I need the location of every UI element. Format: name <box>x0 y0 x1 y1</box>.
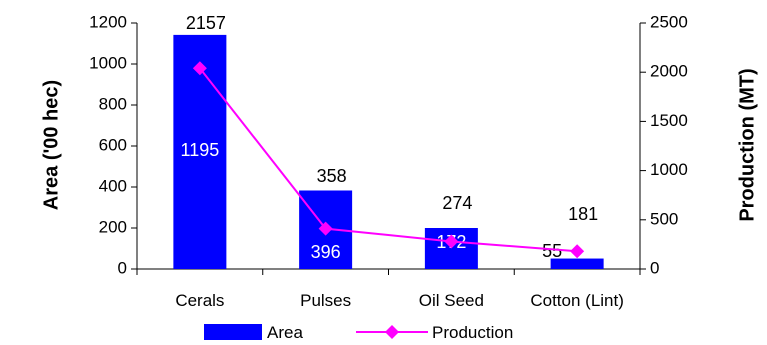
y-tick-label: 600 <box>99 135 127 154</box>
production-data-label: 2157 <box>186 13 226 33</box>
y2-tick-label: 500 <box>650 209 678 228</box>
x-tick-label: Cotton (Lint) <box>530 291 624 310</box>
y-tick-label: 1200 <box>89 12 127 31</box>
production-data-label: 358 <box>317 166 347 186</box>
legend-area-label: Area <box>267 323 303 342</box>
production-point-1 <box>192 61 207 76</box>
y2-tick-label: 1000 <box>650 160 688 179</box>
y2-tick-label: 0 <box>650 258 659 277</box>
production-data-label: 181 <box>568 204 598 224</box>
y2-tick-label: 1500 <box>650 111 688 130</box>
y-tick-label: 200 <box>99 217 127 236</box>
production-line <box>199 67 578 253</box>
area-data-label: 1195 <box>181 140 220 160</box>
y-tick-label: 400 <box>99 176 127 195</box>
legend-area-swatch <box>204 324 262 340</box>
x-tick-label: Pulses <box>300 291 351 310</box>
production-point-4 <box>570 244 585 259</box>
y-tick-label: 800 <box>99 94 127 113</box>
y2-tick-label: 2000 <box>650 62 688 81</box>
production-data-label: 274 <box>442 193 472 213</box>
y2-tick-label: 2500 <box>650 12 688 31</box>
legend: Area Production <box>204 323 513 342</box>
area-data-label: 396 <box>311 242 341 262</box>
x-tick-label: Cerals <box>175 291 224 310</box>
production-point-3 <box>444 234 459 249</box>
plot-area: 0 200 400 600 800 1000 1200 0 500 1000 1500 2000 250… <box>89 12 688 310</box>
legend-production-label: Production <box>432 323 513 342</box>
area-bar-4 <box>550 258 604 269</box>
area-data-label: 55 <box>542 241 562 261</box>
y-axis-title: Area ('00 hec) <box>40 80 62 210</box>
y2-axis-title: Production (MT) <box>736 68 758 221</box>
y-tick-label: 0 <box>118 258 127 277</box>
production-point-2 <box>318 221 333 236</box>
x-tick-label: Oil Seed <box>419 291 484 310</box>
legend-production-marker <box>385 325 399 339</box>
y-tick-label: 1000 <box>89 53 127 72</box>
